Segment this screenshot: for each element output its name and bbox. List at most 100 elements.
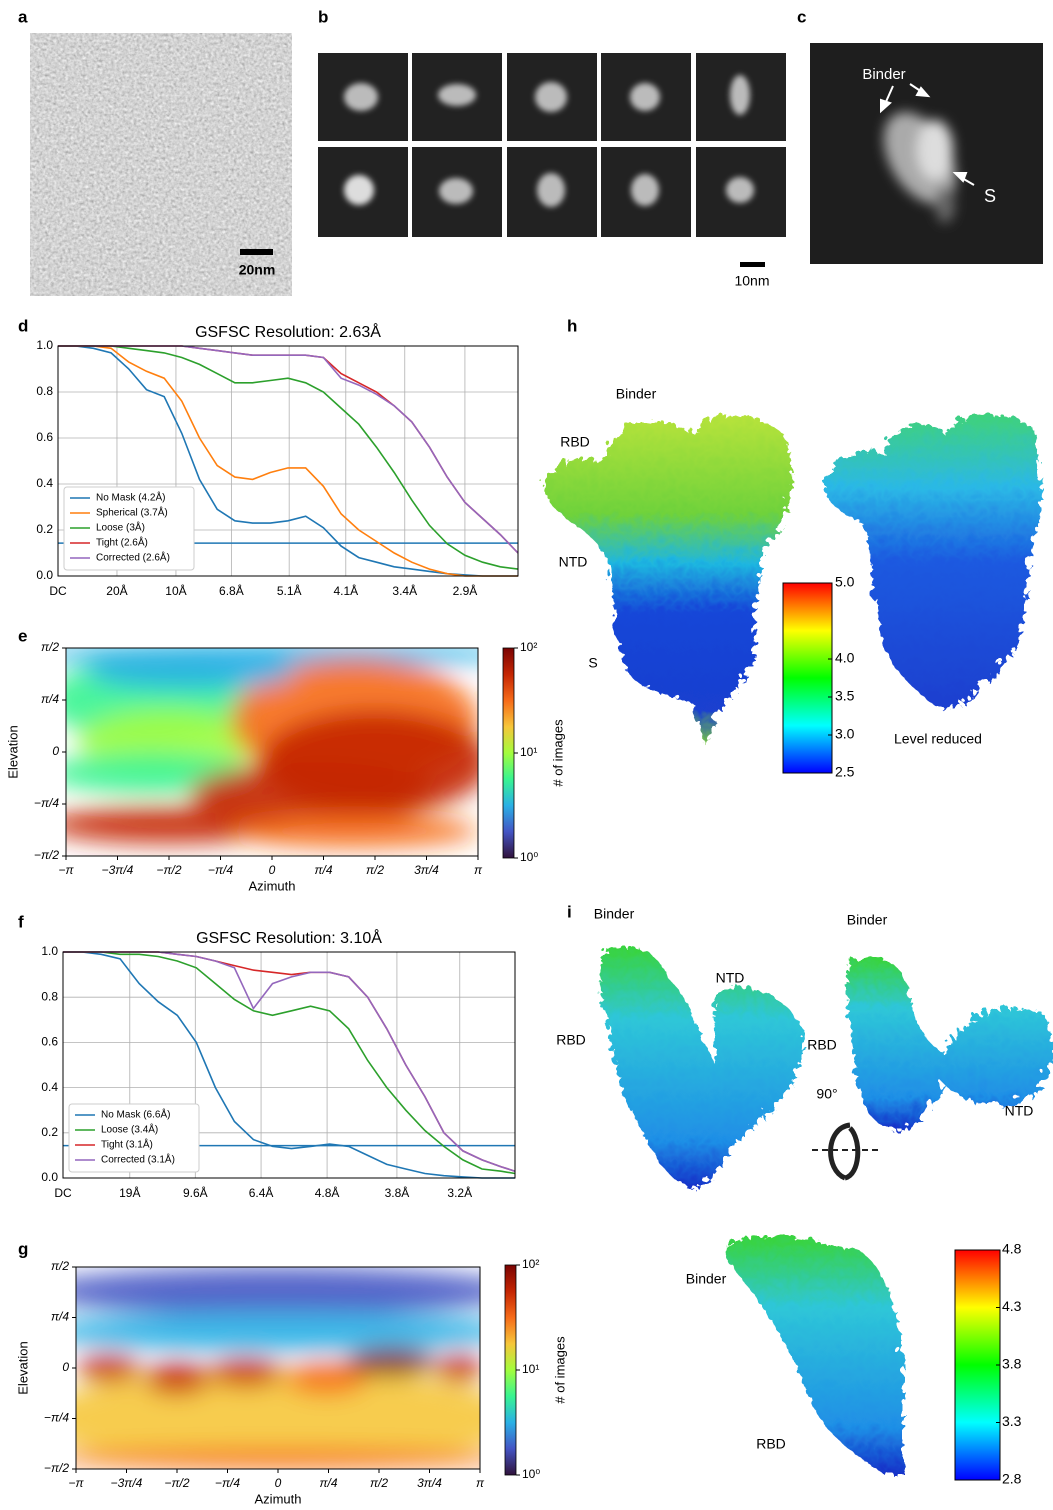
annotation: RBD [807,1037,837,1053]
colorbar [502,647,515,859]
annotation: Binder [847,912,888,928]
legend-label: Corrected (2.6Å) [96,551,170,564]
annotation: Binder [686,1271,727,1287]
density-blob [189,762,437,825]
x-tick-label: π [474,863,483,877]
colorbar-tick-label: 2.5 [835,764,855,780]
legend-label: Spherical (3.7Å) [96,506,168,519]
annotation: RBD [556,1032,586,1048]
x-tick-label: 6.8Å [219,583,244,598]
x-tick-label: 20Å [106,583,127,598]
y-tick-label: 0.0 [36,568,53,582]
panel-label: e [18,626,27,645]
x-tick-label: π/2 [366,863,384,877]
y-tick-label: 0.2 [41,1125,58,1139]
annotation: Binder [616,386,657,402]
panel-label: c [797,7,806,26]
density-texture [76,1267,480,1469]
x-tick-label: 2.9Å [453,583,478,598]
density-blob [144,1361,210,1395]
chart-title: GSFSC Resolution: 2.63Å [195,322,381,341]
plot-frame [62,951,516,1179]
y-tick-label: −π/2 [44,1461,69,1475]
x-tick-label: 10Å [165,583,186,598]
y-tick-label: 0.8 [36,384,53,398]
fsc-curve [63,951,516,1175]
panel-label: h [567,316,577,335]
x-tick-label: π/4 [319,1476,337,1490]
scale-bar-label: 20nm [239,262,276,278]
density-map [540,411,789,740]
x-tick-label: 3.4Å [392,583,417,598]
x-tick-label: DC [54,1186,72,1200]
density-blob [435,1353,480,1383]
density-map [820,410,1038,705]
x-tick-label: 0 [269,863,276,877]
x-tick-label: 9.6Å [183,1185,208,1200]
density-blob [76,1448,480,1469]
x-tick-label: 6.4Å [249,1185,274,1200]
legend-label: Corrected (3.1Å) [101,1153,175,1166]
legend-label: Tight (2.6Å) [96,536,148,549]
colorbar-tick-label: 10¹ [520,745,537,759]
colorbar-tick-label: 5.0 [835,574,855,590]
scale-bar [740,262,765,267]
annotation: NTD [1005,1103,1034,1119]
colorbar-tick-label: 3.3 [1002,1413,1022,1429]
y-axis-label: Elevation [5,725,20,778]
scale-bar-label: 10nm [734,273,769,289]
x-tick-label: −π/2 [156,863,181,877]
x-tick-label: DC [49,584,67,598]
density-blob [286,1361,367,1395]
fsc-curve [58,345,518,577]
density-blob [230,814,478,848]
colorbar-tick-label: 10⁰ [520,850,538,864]
y-tick-label: 0.6 [41,1035,58,1049]
micrograph [30,33,292,296]
annotation: S [588,655,597,671]
y-tick-label: −π/4 [44,1411,69,1425]
colorbar-tick-label: 10² [520,640,537,654]
panel-label: b [318,7,328,26]
y-tick-label: −π/2 [34,848,59,862]
y-tick-label: 0.4 [41,1080,58,1094]
annotation: RBD [560,434,590,450]
x-tick-label: 0 [275,1476,282,1490]
chart-title: GSFSC Resolution: 3.10Å [196,928,382,947]
x-tick-label: 4.1Å [333,583,358,598]
panel-label: d [18,316,28,335]
x-tick-label: π/4 [314,863,332,877]
y-tick-label: −π/4 [34,796,59,810]
colorbar-tick-label: 2.8 [1002,1471,1022,1487]
panel-label: i [567,902,572,921]
y-tick-label: 0.8 [41,989,58,1003]
colorbar-label: # of images [552,1336,567,1404]
density-blob [76,1267,480,1316]
annotation: NTD [559,554,588,570]
x-axis-label: Azimuth [255,1491,302,1506]
x-tick-label: −π/4 [215,1476,240,1490]
colorbar-tick-label: 4.0 [835,650,855,666]
legend-label: Loose (3.4Å) [101,1123,158,1136]
y-tick-label: 0.4 [36,476,53,490]
scale-bar [240,249,273,255]
x-tick-label: 5.1Å [277,583,302,598]
legend-label: Loose (3Å) [96,521,145,534]
density-blob [346,1347,436,1377]
panel-label: f [18,912,24,931]
colorbar [782,582,833,774]
colorbar-tick-label: 10¹ [522,1362,539,1376]
x-tick-label: 19Å [119,1185,140,1200]
y-tick-label: π/4 [41,692,59,706]
annotation: 90° [816,1086,837,1102]
density-texture [66,648,478,848]
density-blob [76,1353,141,1383]
y-tick-label: π/2 [41,640,59,654]
x-tick-label: −π [58,863,74,877]
panel-label: g [18,1239,28,1258]
y-tick-label: 0.2 [36,522,53,536]
density-map [595,943,1050,1470]
y-axis-label: Elevation [15,1341,30,1394]
